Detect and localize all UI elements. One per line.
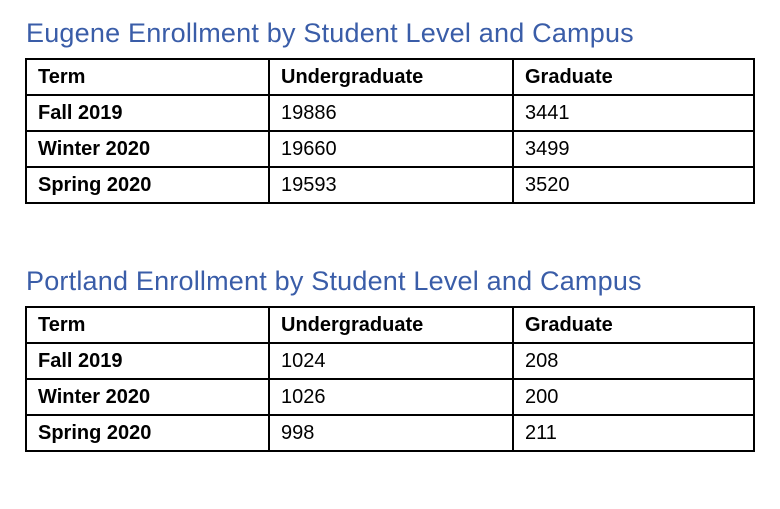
column-header-graduate: Graduate xyxy=(512,58,755,96)
term-cell: Fall 2019 xyxy=(25,94,270,132)
table-row: Fall 2019 1024 208 xyxy=(25,342,755,380)
portland-enrollment-table: Term Undergraduate Graduate Fall 2019 10… xyxy=(25,306,755,452)
table-row: Fall 2019 19886 3441 xyxy=(25,94,755,132)
undergraduate-cell: 998 xyxy=(268,414,514,452)
column-header-term: Term xyxy=(25,306,270,344)
eugene-section-title: Eugene Enrollment by Student Level and C… xyxy=(26,18,634,48)
term-cell: Winter 2020 xyxy=(25,130,270,168)
eugene-enrollment-table: Term Undergraduate Graduate Fall 2019 19… xyxy=(25,58,755,204)
undergraduate-cell: 19660 xyxy=(268,130,514,168)
undergraduate-cell: 1026 xyxy=(268,378,514,416)
table-row: Spring 2020 19593 3520 xyxy=(25,166,755,204)
portland-section-title: Portland Enrollment by Student Level and… xyxy=(26,266,642,296)
undergraduate-cell: 19886 xyxy=(268,94,514,132)
graduate-cell: 3520 xyxy=(512,166,755,204)
column-header-term: Term xyxy=(25,58,270,96)
section-portland: Portland Enrollment by Student Level and… xyxy=(25,264,780,452)
table-row: Spring 2020 998 211 xyxy=(25,414,755,452)
graduate-cell: 3441 xyxy=(512,94,755,132)
graduate-cell: 211 xyxy=(512,414,755,452)
graduate-cell: 200 xyxy=(512,378,755,416)
undergraduate-cell: 19593 xyxy=(268,166,514,204)
column-header-undergraduate: Undergraduate xyxy=(268,58,514,96)
table-header-row: Term Undergraduate Graduate xyxy=(25,306,755,344)
term-cell: Fall 2019 xyxy=(25,342,270,380)
undergraduate-cell: 1024 xyxy=(268,342,514,380)
term-cell: Spring 2020 xyxy=(25,414,270,452)
column-header-undergraduate: Undergraduate xyxy=(268,306,514,344)
table-row: Winter 2020 19660 3499 xyxy=(25,130,755,168)
term-cell: Spring 2020 xyxy=(25,166,270,204)
term-cell: Winter 2020 xyxy=(25,378,270,416)
table-header-row: Term Undergraduate Graduate xyxy=(25,58,755,96)
column-header-graduate: Graduate xyxy=(512,306,755,344)
graduate-cell: 3499 xyxy=(512,130,755,168)
table-row: Winter 2020 1026 200 xyxy=(25,378,755,416)
graduate-cell: 208 xyxy=(512,342,755,380)
section-eugene: Eugene Enrollment by Student Level and C… xyxy=(25,16,780,204)
